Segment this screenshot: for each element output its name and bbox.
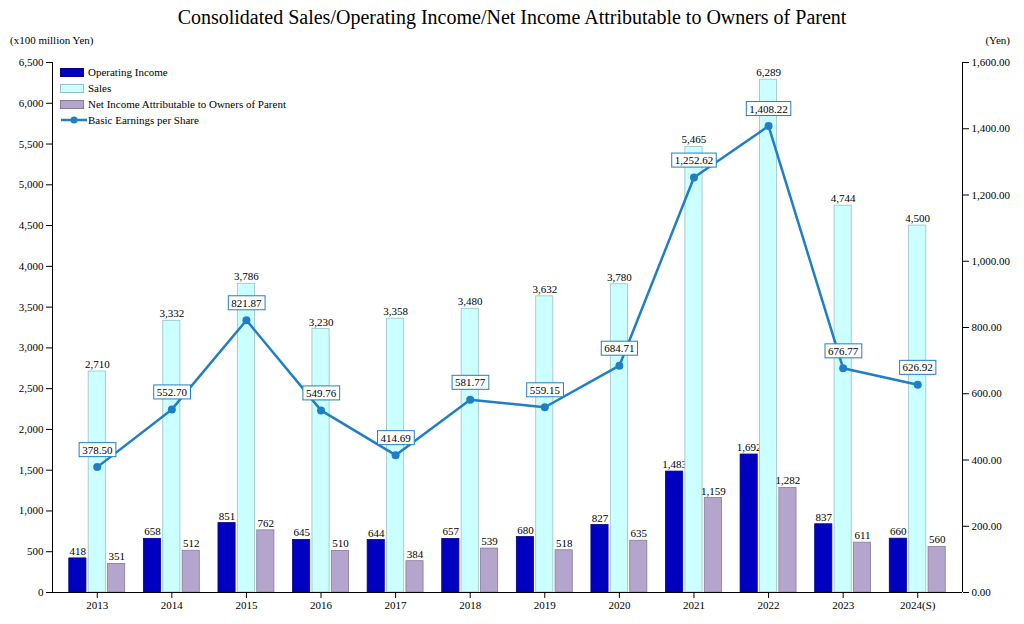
svg-text:2022: 2022 bbox=[758, 599, 780, 611]
svg-text:1,000: 1,000 bbox=[19, 504, 44, 516]
svg-text:559.15: 559.15 bbox=[530, 384, 561, 396]
svg-text:351: 351 bbox=[108, 550, 125, 562]
svg-text:3,358: 3,358 bbox=[383, 305, 408, 317]
svg-text:644: 644 bbox=[368, 527, 385, 539]
svg-text:2017: 2017 bbox=[385, 599, 408, 611]
svg-text:626.92: 626.92 bbox=[903, 361, 933, 373]
svg-text:1,483: 1,483 bbox=[662, 458, 687, 470]
svg-text:821.87: 821.87 bbox=[231, 297, 262, 309]
svg-text:1,400.00: 1,400.00 bbox=[972, 122, 1011, 134]
svg-text:611: 611 bbox=[855, 529, 871, 541]
html-text:(Yen): (Yen) bbox=[985, 34, 1010, 46]
svg-text:4,500: 4,500 bbox=[19, 219, 44, 231]
svg-text:1,282: 1,282 bbox=[776, 474, 801, 486]
svg-text:680: 680 bbox=[517, 524, 534, 536]
svg-text:6,289: 6,289 bbox=[756, 66, 781, 78]
svg-text:2013: 2013 bbox=[86, 599, 109, 611]
svg-text:3,480: 3,480 bbox=[458, 295, 483, 307]
svg-text:1,200.00: 1,200.00 bbox=[972, 189, 1011, 201]
html-text:Net Income Attributable to Own: Net Income Attributable to Owners of Par… bbox=[88, 98, 286, 110]
svg-text:2,710: 2,710 bbox=[85, 358, 110, 370]
svg-text:378.50: 378.50 bbox=[82, 444, 113, 456]
svg-text:2020: 2020 bbox=[608, 599, 631, 611]
svg-text:1,500: 1,500 bbox=[19, 464, 44, 476]
svg-text:2,000: 2,000 bbox=[19, 423, 44, 435]
svg-text:2019: 2019 bbox=[534, 599, 557, 611]
svg-text:3,786: 3,786 bbox=[234, 270, 259, 282]
svg-text:549.76: 549.76 bbox=[306, 387, 337, 399]
svg-text:539: 539 bbox=[481, 535, 498, 547]
svg-text:518: 518 bbox=[556, 537, 573, 549]
svg-text:200.00: 200.00 bbox=[972, 520, 1003, 532]
svg-text:1,000.00: 1,000.00 bbox=[972, 255, 1011, 267]
svg-text:635: 635 bbox=[631, 527, 648, 539]
svg-text:1,692: 1,692 bbox=[737, 441, 762, 453]
svg-text:1,600.00: 1,600.00 bbox=[972, 56, 1011, 68]
svg-text:4,500: 4,500 bbox=[905, 212, 930, 224]
svg-text:418: 418 bbox=[70, 545, 87, 557]
svg-text:2015: 2015 bbox=[235, 599, 258, 611]
svg-text:3,230: 3,230 bbox=[309, 316, 334, 328]
html-text:(x100 million Yen): (x100 million Yen) bbox=[10, 34, 94, 46]
svg-text:2024(S): 2024(S) bbox=[900, 599, 936, 612]
svg-text:6,500: 6,500 bbox=[19, 56, 44, 68]
svg-text:2016: 2016 bbox=[310, 599, 333, 611]
svg-text:676.77: 676.77 bbox=[828, 345, 859, 357]
html-text:Sales: Sales bbox=[88, 82, 112, 94]
svg-text:2014: 2014 bbox=[161, 599, 184, 611]
html-text:Operating Income: Operating Income bbox=[88, 66, 168, 78]
svg-text:658: 658 bbox=[144, 525, 161, 537]
svg-text:581.77: 581.77 bbox=[455, 376, 486, 388]
svg-text:684.71: 684.71 bbox=[604, 342, 634, 354]
svg-text:6,000: 6,000 bbox=[19, 97, 44, 109]
svg-text:5,000: 5,000 bbox=[19, 178, 44, 190]
svg-text:657: 657 bbox=[443, 525, 460, 537]
svg-text:510: 510 bbox=[332, 537, 349, 549]
svg-text:0.00: 0.00 bbox=[972, 586, 992, 598]
svg-text:0: 0 bbox=[38, 586, 44, 598]
svg-text:552.70: 552.70 bbox=[157, 386, 188, 398]
svg-text:837: 837 bbox=[816, 511, 833, 523]
svg-text:512: 512 bbox=[183, 537, 200, 549]
svg-text:4,744: 4,744 bbox=[831, 192, 856, 204]
svg-text:3,632: 3,632 bbox=[532, 283, 557, 295]
svg-text:3,332: 3,332 bbox=[159, 307, 184, 319]
svg-text:400.00: 400.00 bbox=[972, 454, 1003, 466]
svg-text:3,780: 3,780 bbox=[607, 271, 632, 283]
svg-text:500: 500 bbox=[27, 545, 44, 557]
svg-text:3,500: 3,500 bbox=[19, 301, 44, 313]
svg-text:1,159: 1,159 bbox=[701, 485, 726, 497]
html-text:Consolidated Sales/Operating I: Consolidated Sales/Operating Income/Net … bbox=[177, 6, 847, 28]
svg-text:2023: 2023 bbox=[832, 599, 855, 611]
svg-text:5,500: 5,500 bbox=[19, 138, 44, 150]
svg-text:384: 384 bbox=[407, 548, 424, 560]
svg-text:600.00: 600.00 bbox=[972, 387, 1003, 399]
svg-text:2,500: 2,500 bbox=[19, 382, 44, 394]
svg-text:851: 851 bbox=[219, 510, 236, 522]
svg-text:800.00: 800.00 bbox=[972, 321, 1003, 333]
svg-text:4,000: 4,000 bbox=[19, 260, 44, 272]
svg-text:2018: 2018 bbox=[459, 599, 482, 611]
svg-text:660: 660 bbox=[890, 525, 907, 537]
svg-text:827: 827 bbox=[592, 512, 609, 524]
svg-text:1,408.22: 1,408.22 bbox=[749, 103, 788, 115]
svg-text:414.69: 414.69 bbox=[380, 432, 411, 444]
svg-text:2021: 2021 bbox=[683, 599, 705, 611]
svg-text:1,252.62: 1,252.62 bbox=[675, 154, 714, 166]
svg-text:5,465: 5,465 bbox=[682, 133, 707, 145]
svg-text:3,000: 3,000 bbox=[19, 341, 44, 353]
svg-text:645: 645 bbox=[293, 526, 310, 538]
svg-text:560: 560 bbox=[929, 533, 946, 545]
svg-text:762: 762 bbox=[258, 517, 275, 529]
html-text:Basic Earnings per Share: Basic Earnings per Share bbox=[88, 114, 199, 126]
